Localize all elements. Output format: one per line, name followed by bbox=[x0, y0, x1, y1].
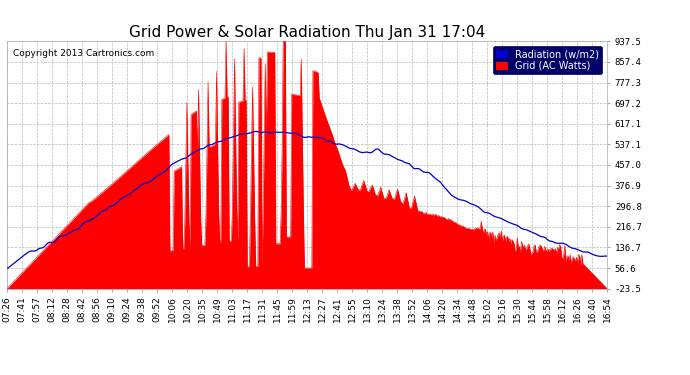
Legend: Radiation (w/m2), Grid (AC Watts): Radiation (w/m2), Grid (AC Watts) bbox=[493, 46, 602, 74]
Text: Copyright 2013 Cartronics.com: Copyright 2013 Cartronics.com bbox=[13, 49, 154, 58]
Title: Grid Power & Solar Radiation Thu Jan 31 17:04: Grid Power & Solar Radiation Thu Jan 31 … bbox=[129, 25, 485, 40]
